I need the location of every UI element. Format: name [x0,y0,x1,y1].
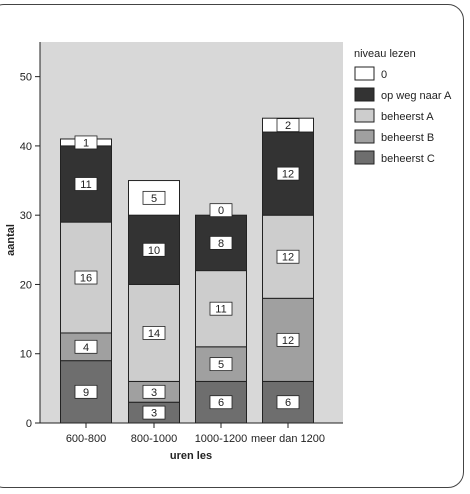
legend-swatch [354,150,375,165]
legend-label: 0 [381,69,387,81]
data-label: 12 [282,335,294,347]
legend-label: op weg naar A [381,90,452,102]
data-label: 2 [285,120,291,132]
y-tick-label: 0 [26,418,32,430]
data-label: 8 [218,238,224,250]
data-label: 5 [218,359,224,371]
data-label: 16 [80,273,92,285]
data-label: 3 [151,387,157,399]
data-label-box [209,301,233,316]
data-label: 10 [148,245,160,257]
y-tick-label: 10 [20,349,32,361]
data-label-box [276,166,300,181]
data-label-box [276,118,300,133]
legend-swatch [354,129,375,144]
data-label-box [209,235,233,250]
data-label: 14 [148,328,160,340]
chart-frame [0,4,464,488]
legend-swatch [354,66,375,81]
data-label: 3 [151,408,157,420]
y-tick-label: 30 [20,210,32,222]
data-label-box [74,339,98,354]
y-axis-title: aantal [5,224,17,256]
x-tick-label: meer dan 1200 [251,433,325,445]
data-label-box [276,249,300,264]
legend-label: beheerst A [381,111,434,123]
data-label-box [142,405,166,420]
data-label-box [142,242,166,257]
data-label: 6 [285,397,291,409]
data-label: 5 [151,193,157,205]
data-label-box [74,384,98,399]
data-label: 12 [282,252,294,264]
data-label: 4 [83,342,89,354]
data-label-box [209,203,233,218]
data-label-box [74,177,98,191]
y-tick-label: 50 [20,72,32,84]
legend-label: beheerst B [381,132,434,144]
data-label-box [142,326,166,340]
x-tick-label: 1000-1200 [195,433,248,445]
legend: niveau lezen 0 op weg naar A beheerst A beh… [354,48,452,165]
data-label: 6 [218,397,224,409]
data-label-box [142,190,166,205]
legend-title: niveau lezen [354,48,416,60]
legend-swatch [354,108,375,123]
y-tick-label: 40 [20,141,32,153]
bar-segment [262,214,314,299]
x-axis-title: uren les [170,450,212,462]
data-label-box [209,395,233,410]
data-label: 12 [282,169,294,181]
data-label: 9 [83,387,89,399]
legend-swatch [354,87,375,102]
data-label: 1 [83,137,89,149]
x-tick-label: 800-1000 [131,433,178,445]
y-tick-label: 20 [20,279,32,291]
data-label-box [74,270,98,285]
data-label-box [276,395,300,410]
data-label-box [276,332,300,347]
data-label-box [74,135,98,150]
data-label-box [209,357,233,372]
legend-label: beheerst C [381,153,435,165]
data-label: 11 [215,304,226,316]
data-label-box [142,384,166,399]
x-tick-label: 600-800 [66,433,106,445]
data-label: 11 [80,179,91,191]
data-label: 0 [218,205,224,217]
